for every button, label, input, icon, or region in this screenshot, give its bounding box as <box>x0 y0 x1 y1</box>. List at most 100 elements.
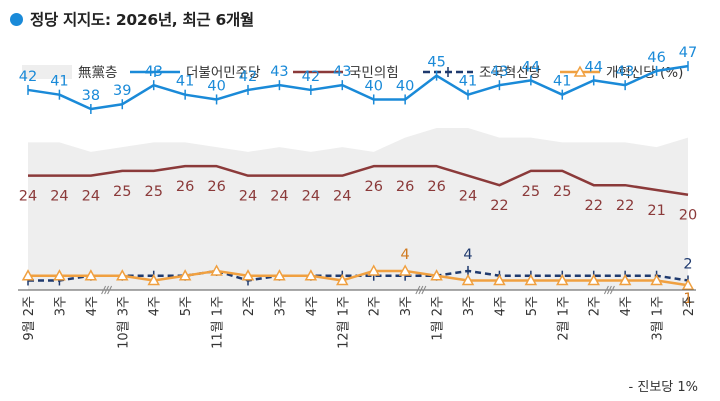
data-label: 41 <box>176 74 194 90</box>
data-label: 25 <box>144 184 162 200</box>
axis-break-mark <box>606 285 612 295</box>
x-tick-label: 4주 <box>619 296 634 316</box>
chart-title-group: 정당 지지도: 2026년, 최근 6개월 <box>10 8 254 30</box>
data-label: 40 <box>207 78 225 94</box>
data-label: 1 <box>683 291 692 307</box>
data-label: 26 <box>364 179 382 195</box>
data-label: 24 <box>459 189 477 205</box>
data-point <box>618 273 632 286</box>
data-point <box>273 269 286 281</box>
data-point <box>147 273 160 286</box>
axis-break-mark <box>421 285 427 295</box>
data-label: 24 <box>50 189 68 205</box>
data-label: 21 <box>647 203 665 219</box>
legend-item-0: 無黨층 <box>22 65 117 81</box>
data-point <box>336 273 349 286</box>
series-2: 24 24 24 25 25 26 26 24 24 24 24 26 26 26 24 22 25 25 22 22… <box>19 164 697 224</box>
data-label: 46 <box>647 50 665 66</box>
data-label: 47 <box>679 45 697 61</box>
data-label: 26 <box>427 179 445 195</box>
data-label: 41 <box>50 74 68 90</box>
series-1: 42 41 38 39 43 41 40 42 43 42 43 40 40 45 41 43 44 41 44 43… <box>19 45 697 114</box>
x-tick-label: 3월 1주 <box>651 296 666 341</box>
data-label: 40 <box>396 78 414 94</box>
data-label: 24 <box>82 189 100 205</box>
data-label: 44 <box>584 59 602 75</box>
x-tick-label: 2주 <box>682 296 697 316</box>
x-tick-label: 3주 <box>462 296 477 316</box>
data-label: 41 <box>459 74 477 90</box>
series-line <box>28 269 689 287</box>
title-bullet-icon <box>10 12 23 26</box>
data-label: 43 <box>270 64 288 80</box>
data-point <box>241 269 255 281</box>
legend-label: 無黨층 <box>78 65 117 81</box>
data-label: 24 <box>302 189 320 205</box>
data-label: 2 <box>683 256 692 272</box>
data-label: 43 <box>616 64 634 80</box>
x-tick-label: 2주 <box>368 296 383 316</box>
data-point <box>398 264 412 276</box>
data-point <box>178 269 192 281</box>
data-label: 38 <box>82 88 100 104</box>
data-label: 22 <box>584 198 602 214</box>
data-label: 20 <box>679 208 697 224</box>
data-label: 43 <box>333 64 351 80</box>
data-label: 45 <box>427 55 445 71</box>
data-label: 25 <box>553 184 571 200</box>
data-label: 24 <box>333 189 351 205</box>
x-tick-label: 4주 <box>148 296 163 316</box>
x-tick-label: 4주 <box>305 296 320 316</box>
data-point <box>430 269 443 281</box>
data-label: 22 <box>490 198 508 214</box>
data-label: 22 <box>616 198 634 214</box>
series-line <box>27 64 689 111</box>
data-point <box>304 269 318 281</box>
x-tick-label: 5주 <box>179 296 194 316</box>
data-point <box>587 273 600 286</box>
data-point <box>53 269 66 281</box>
legend-item-1: 더불어민주당 <box>130 65 261 81</box>
data-point <box>116 269 129 281</box>
chart-footnote: - 진보당 1% <box>628 380 698 395</box>
data-point <box>461 273 475 286</box>
legend-item-3: 조국혁신당 <box>423 65 541 81</box>
x-tick-label: 5주 <box>525 296 540 316</box>
data-label: 24 <box>239 189 257 205</box>
x-tick-label: 2주 <box>242 296 257 316</box>
x-tick-label: 2월 1주 <box>556 296 571 341</box>
legend-label: 국민의힘 <box>349 65 399 81</box>
data-label: 24 <box>270 189 288 205</box>
data-label: 25 <box>113 184 131 200</box>
data-label: 25 <box>522 184 540 200</box>
data-label: 42 <box>302 69 320 85</box>
axis-break-mark <box>104 285 110 295</box>
x-tick-label: 2주 <box>588 296 603 316</box>
data-label: 4 <box>463 247 472 263</box>
data-point <box>84 269 98 281</box>
axis-break-mark <box>418 285 424 295</box>
data-label: 43 <box>490 64 508 80</box>
x-tick-label: 3주 <box>399 296 414 316</box>
data-label: 4 <box>401 247 410 263</box>
data-label: 42 <box>19 69 37 85</box>
data-label: 44 <box>522 59 540 75</box>
data-label: 24 <box>19 189 37 205</box>
axis-break-mark <box>107 285 113 295</box>
data-label: 41 <box>553 74 571 90</box>
legend-label: 조국혁신당 <box>479 65 541 81</box>
data-point <box>367 264 380 276</box>
data-label: 43 <box>144 64 162 80</box>
x-axis: 9월 2주 3주 4주 10월 3주 4주 5주 11월 1주 2주 3주 4주 12월 1주 2주 3… <box>18 285 697 349</box>
x-tick-label: 12월 1주 <box>336 296 351 349</box>
data-point <box>210 264 223 276</box>
data-point <box>650 273 663 286</box>
data-point <box>493 273 506 286</box>
data-label: 40 <box>364 78 382 94</box>
series-line <box>28 164 689 196</box>
data-point <box>524 273 538 286</box>
axis-break-mark <box>415 285 421 295</box>
data-label: 42 <box>239 69 257 85</box>
data-label: 26 <box>176 179 194 195</box>
